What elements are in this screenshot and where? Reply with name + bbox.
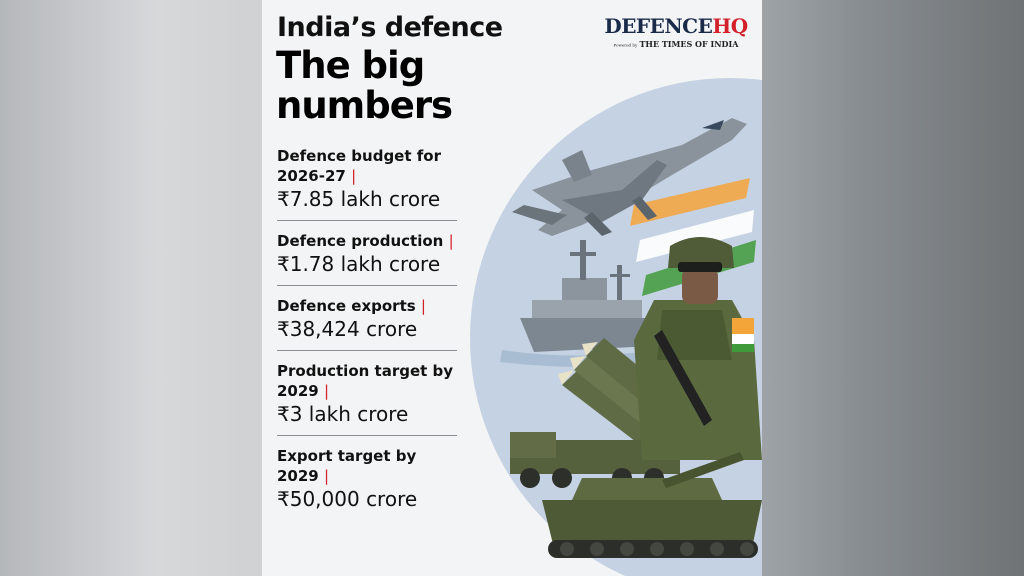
stat-value: ₹38,424 crore [277,317,418,341]
stat-value: ₹7.85 lakh crore [277,187,441,211]
logo-wordmark: DEFENCEHQ [604,14,748,38]
background-right [762,0,1024,576]
title-line-2: The big numbers [276,44,453,127]
stat-label: Defence production | [277,232,454,250]
tank-icon [542,452,762,558]
fighter-jet-icon [512,118,747,236]
stat-label: Export target by 2029 | [277,447,417,485]
warship-icon [500,240,674,367]
stat-value: ₹50,000 crore [277,487,418,511]
divider [277,350,457,351]
stat-label: Production target by 2029 | [277,362,454,400]
background-left [0,0,262,576]
stat-budget: Defence budget for 2026-27 | ₹7.85 lakh … [277,146,457,212]
soldier-icon [634,237,762,460]
divider [277,285,457,286]
defencehq-logo: DEFENCEHQ Powered by THE TIMES OF INDIA [600,14,752,49]
stat-export-target: Export target by 2029 | ₹50,000 crore [277,446,457,512]
title-line-1: India’s defence [277,12,503,43]
stat-value: ₹3 lakh crore [277,402,409,426]
stat-label: Defence exports | [277,297,426,315]
infographic-card: India’s defence The big numbers DEFENCEH… [262,0,762,576]
stat-value: ₹1.78 lakh crore [277,252,441,276]
stat-production: Defence production | ₹1.78 lakh crore [277,231,457,277]
logo-byline: Powered by THE TIMES OF INDIA [613,39,739,49]
stat-production-target: Production target by 2029 | ₹3 lakh cror… [277,361,457,427]
stat-exports: Defence exports | ₹38,424 crore [277,296,457,342]
divider [277,435,457,436]
stats-list: Defence budget for 2026-27 | ₹7.85 lakh … [277,146,457,512]
stat-label: Defence budget for 2026-27 | [277,147,441,185]
divider [277,220,457,221]
military-illustration [500,118,762,558]
